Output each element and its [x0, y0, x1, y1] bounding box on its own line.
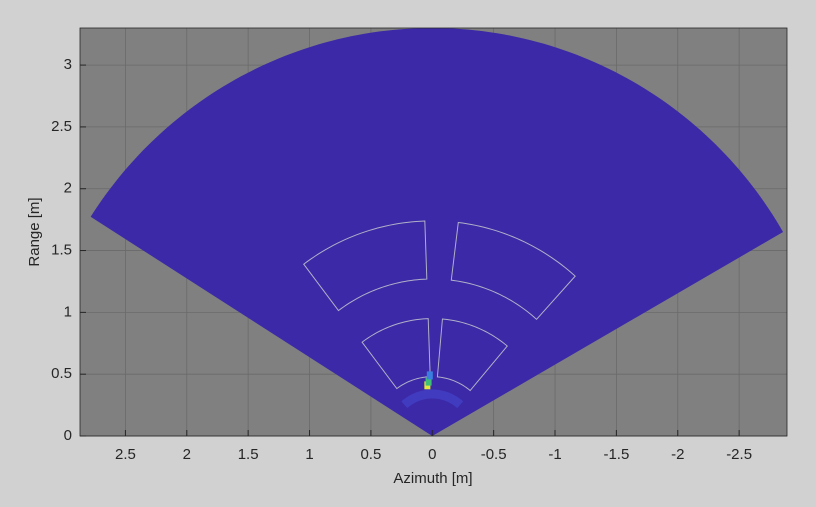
y-axis-label: Range [m]	[26, 197, 43, 266]
y-tick-label: 1	[64, 303, 72, 320]
x-tick-label: -1	[548, 446, 561, 463]
plot-area	[90, 28, 784, 436]
x-tick-label: 0.5	[360, 446, 381, 463]
zone	[436, 318, 508, 392]
hotspot	[426, 371, 433, 380]
y-tick-label: 0	[64, 427, 72, 444]
y-tick-label: 2	[64, 180, 72, 197]
y-tick-label: 3	[64, 56, 72, 73]
y-tick-label: 1.5	[51, 242, 72, 259]
zone	[450, 221, 576, 321]
x-tick-label: 1.5	[238, 446, 259, 463]
x-tick-label: -2	[671, 446, 684, 463]
zone	[303, 220, 428, 312]
zone	[361, 318, 431, 390]
x-tick-label: -2.5	[726, 446, 752, 463]
near-field-glow	[401, 389, 464, 409]
y-tick-label: 0.5	[51, 365, 72, 382]
x-tick-label: 2	[183, 446, 191, 463]
hotspot	[425, 377, 432, 386]
ticks: 2.5 2 1.5 1 0.5 0 -0.5 -1 -1.5 -2 -2.5 0 0.5 1 1.5 2 2.5…	[51, 56, 752, 463]
y-tick-label: 2.5	[51, 118, 72, 135]
x-tick-label: -1.5	[603, 446, 629, 463]
sector	[90, 28, 784, 436]
x-axis-label: Azimuth [m]	[393, 470, 472, 487]
axes-frame	[79, 27, 788, 437]
x-tick-label: 0	[428, 446, 436, 463]
x-tick-label: -0.5	[481, 446, 507, 463]
x-tick-label: 1	[305, 446, 313, 463]
x-tick-label: 2.5	[115, 446, 136, 463]
